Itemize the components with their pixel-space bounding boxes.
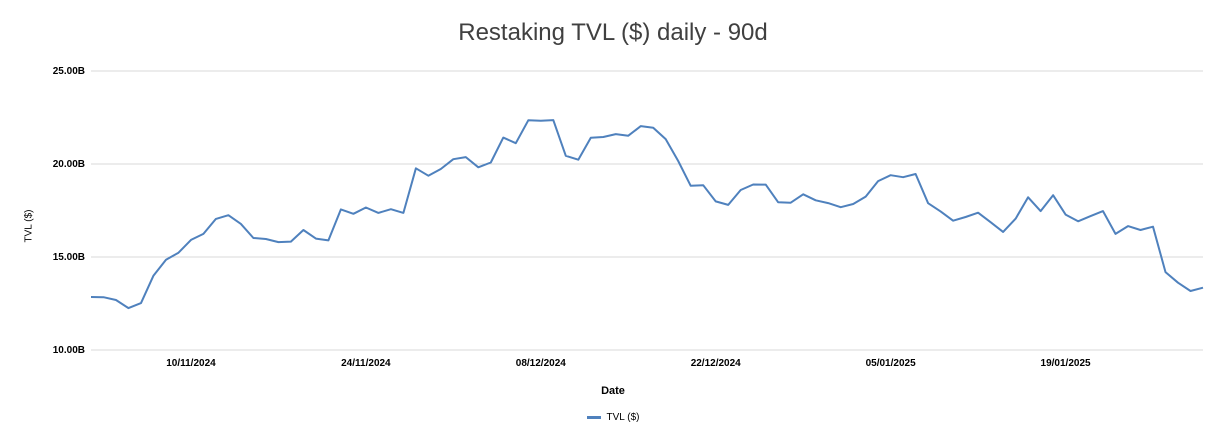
x-tick-label: 19/01/2025 xyxy=(1041,358,1091,369)
x-tick-label: 08/12/2024 xyxy=(516,358,566,369)
x-axis-label: Date xyxy=(601,385,625,397)
chart-title: Restaking TVL ($) daily - 90d xyxy=(458,19,768,46)
x-tick-label: 10/11/2024 xyxy=(166,358,216,369)
x-tick-label: 24/11/2024 xyxy=(341,358,391,369)
y-tick-label: 15.00B xyxy=(53,252,85,263)
legend: TVL ($) xyxy=(0,412,1226,423)
x-tick-label: 05/01/2025 xyxy=(866,358,916,369)
y-tick-label: 10.00B xyxy=(53,345,85,356)
x-tick-label: 22/12/2024 xyxy=(691,358,741,369)
legend-label: TVL ($) xyxy=(606,412,640,423)
series-line xyxy=(90,119,1204,310)
y-tick-label: 20.00B xyxy=(53,159,85,170)
legend-swatch xyxy=(586,416,601,419)
y-tick-label: 25.00B xyxy=(53,66,85,77)
